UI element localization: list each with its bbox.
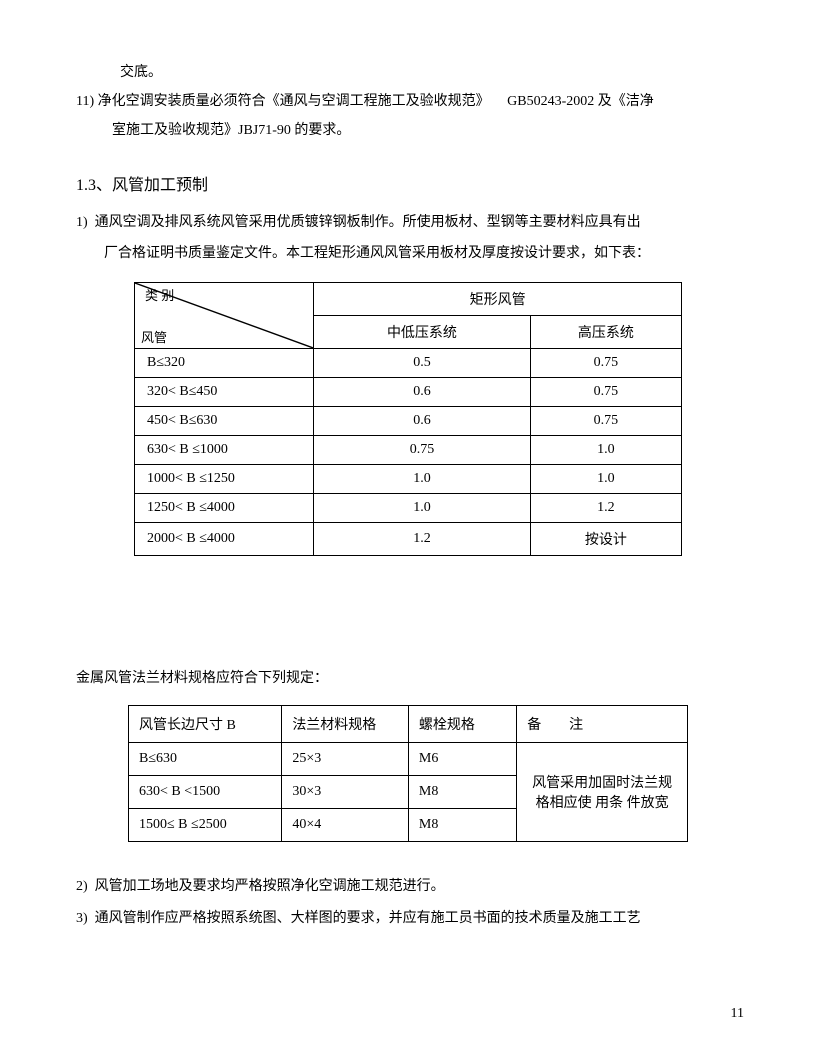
section-item-1: 1) 通风空调及排风系统风管采用优质镀锌钢板制作。所使用板材、型钢等主要材料应具…: [72, 210, 744, 237]
section-item-1-number: 1): [76, 215, 88, 230]
table2-h2: 螺栓规格: [408, 705, 516, 742]
table2-note: 风管采用加固时法兰规格相应使 用条 件放宽: [517, 742, 688, 841]
table-row: 1250< B ≤40001.01.2: [135, 493, 682, 522]
flange-spec-table: 风管长边尺寸 B 法兰材料规格 螺栓规格 备 注 B≤630 25×3 M6 风…: [128, 705, 688, 842]
table1-header-span: 矩形风管: [314, 282, 682, 315]
table-row: 2000< B ≤40001.2按设计: [135, 522, 682, 555]
table-row: B≤3200.50.75: [135, 348, 682, 377]
page-number: 11: [731, 1006, 744, 1022]
item-11-text-a: 净化空调安装质量必须符合《通风与空调工程施工及验收规范》: [98, 94, 490, 109]
table-row: B≤630 25×3 M6 风管采用加固时法兰规格相应使 用条 件放宽: [129, 742, 688, 775]
bottom-item-3: 3) 通风管制作应严格按照系统图、大样图的要求，并应有施工员书面的技术质量及施工…: [72, 906, 744, 933]
bottom-item-2-number: 2): [76, 879, 88, 894]
item-11: 11) 净化空调安装质量必须符合《通风与空调工程施工及验收规范》 GB50243…: [72, 89, 744, 114]
table1-sub2: 高压系统: [530, 315, 681, 348]
flange-spec-intro: 金属风管法兰材料规格应符合下列规定：: [76, 666, 744, 691]
table-row: 450< B≤6300.60.75: [135, 406, 682, 435]
continuation-line: 交底。: [72, 60, 744, 85]
diag-top-label: 类 别: [145, 285, 174, 304]
table-row: 1000< B ≤12501.01.0: [135, 464, 682, 493]
table1-diag-header: 类 别 风管: [135, 282, 314, 348]
bottom-item-3-number: 3): [76, 911, 88, 926]
duct-thickness-table: 类 别 风管 矩形风管 中低压系统 高压系统 B≤3200.50.75 320<…: [134, 282, 682, 556]
item-11-cont: 室施工及验收规范》JBJ71-90 的要求。: [72, 118, 744, 143]
section-item-1-text-a: 通风空调及排风系统风管采用优质镀锌钢板制作。所使用板材、型钢等主要材料应具有出: [95, 215, 641, 230]
item-11-text-b: GB50243-2002 及《洁净: [507, 94, 654, 109]
table2-h0: 风管长边尺寸 B: [129, 705, 282, 742]
table-row: 630< B ≤10000.751.0: [135, 435, 682, 464]
table2-h3: 备 注: [517, 705, 688, 742]
bottom-item-3-text: 通风管制作应严格按照系统图、大样图的要求，并应有施工员书面的技术质量及施工工艺: [95, 911, 641, 926]
bottom-item-2: 2) 风管加工场地及要求均严格按照净化空调施工规范进行。: [72, 874, 744, 901]
table-row: 320< B≤4500.60.75: [135, 377, 682, 406]
table1-sub1: 中低压系统: [314, 315, 530, 348]
item-11-number: 11): [76, 89, 94, 114]
section-heading: 1.3、风管加工预制: [76, 172, 744, 201]
section-item-1-cont: 厂合格证明书质量鉴定文件。本工程矩形通风风管采用板材及厚度按设计要求，如下表：: [72, 241, 744, 268]
bottom-item-2-text: 风管加工场地及要求均严格按照净化空调施工规范进行。: [95, 879, 445, 894]
table2-h1: 法兰材料规格: [282, 705, 409, 742]
diag-bottom-label: 风管: [141, 327, 167, 346]
